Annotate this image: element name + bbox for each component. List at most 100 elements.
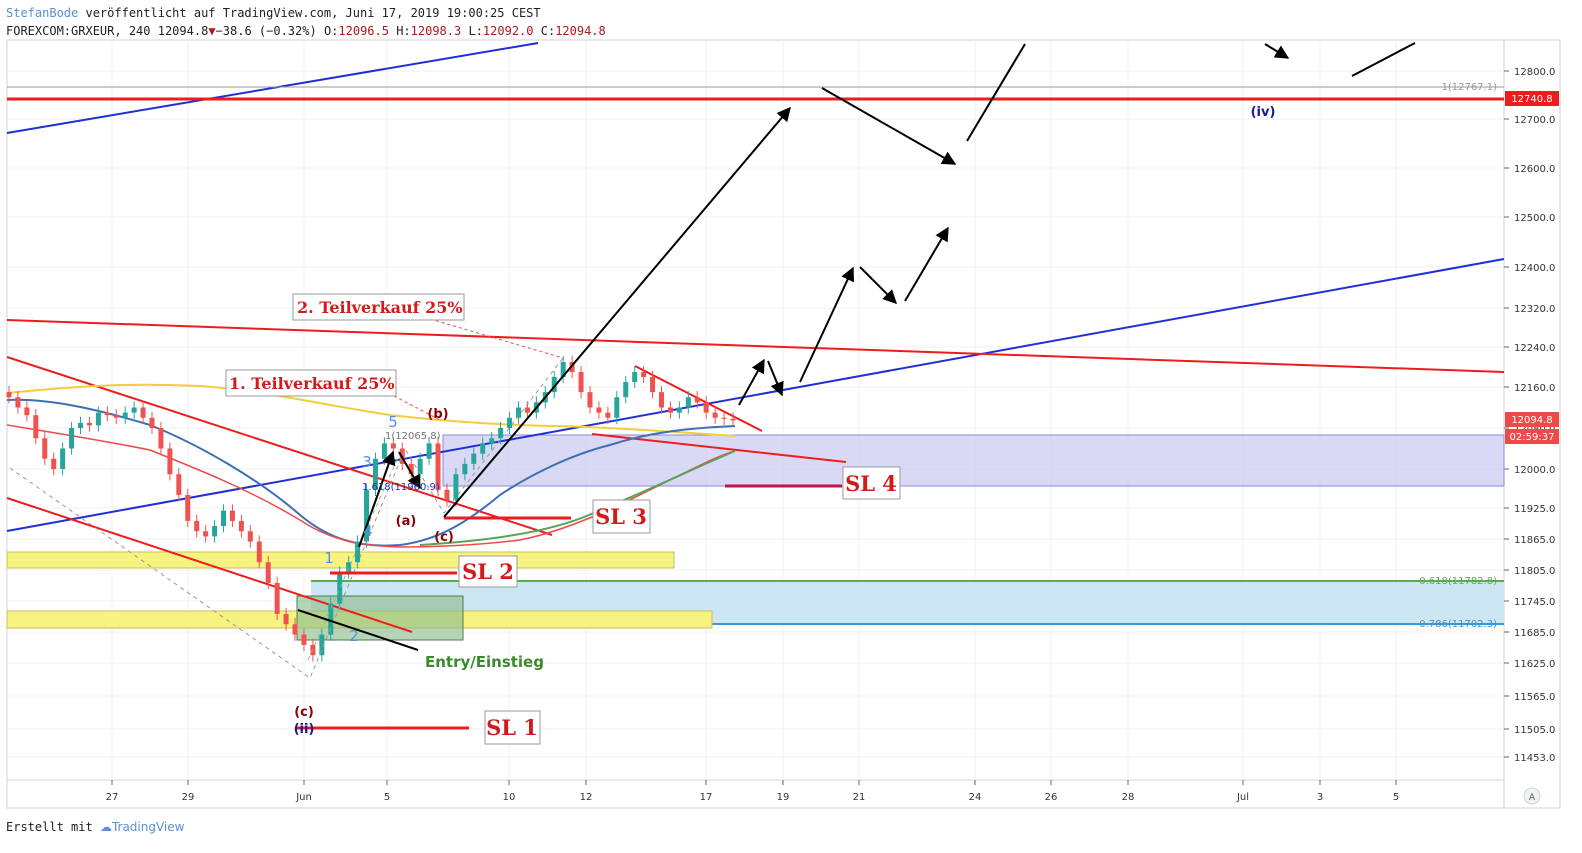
sell2-label: 2. Teilverkauf 25%: [297, 298, 463, 317]
candle-body: [51, 458, 57, 469]
candle-body: [694, 397, 700, 403]
sl3-box: [592, 499, 651, 534]
alt-arrow-up-1: [738, 358, 765, 406]
footer-brand[interactable]: TradingView: [111, 820, 185, 834]
sl2-box: [458, 555, 518, 588]
ma-red: [6, 424, 736, 548]
candle-body: [498, 428, 504, 439]
candle-body: [551, 377, 557, 393]
wave-4-label: 4: [363, 522, 373, 540]
candle-body: [95, 412, 101, 426]
candle-body: [364, 489, 370, 542]
time-axis[interactable]: [6, 779, 1505, 809]
candle-body: [480, 443, 486, 454]
x-tick-label: 17: [700, 792, 713, 803]
target-zone-purple: [442, 434, 1505, 487]
y-tick-label: 11505.0: [1514, 725, 1555, 736]
candle-body: [623, 382, 629, 398]
candle-body: [408, 463, 414, 475]
y-tick-label: 12400.0: [1514, 263, 1555, 274]
footer-created-with: Erstellt mit: [6, 820, 93, 834]
candle-body: [462, 463, 468, 475]
y-axis-ticks: 12800.0 12700.0 12600.0 12500.0 12400.0 12320…: [1504, 67, 1555, 764]
ma-yellow: [6, 383, 736, 437]
projection-arrow-small: [1264, 43, 1290, 59]
candle-body: [301, 634, 307, 645]
x-tick-label: 28: [1122, 792, 1135, 803]
candle-body: [381, 443, 387, 459]
wave-ii-label: (ii): [294, 722, 315, 737]
x-tick-label: 10: [503, 792, 516, 803]
candle-body: [712, 412, 718, 418]
x-axis-ticks: 27 29 Jun 5 10 12 17 19 21 24 26 28 Jul 3 5: [106, 780, 1399, 803]
x-tick-label: Jun: [295, 792, 312, 803]
candle-body: [283, 613, 289, 625]
wave-c-low-label: (c): [294, 705, 314, 720]
candle-body: [417, 458, 423, 475]
y-tick-label: 11453.0: [1514, 753, 1555, 764]
wave-b-label: (b): [427, 407, 448, 422]
y-tick-label: 12320.0: [1514, 304, 1555, 315]
sl3-label: SL 3: [595, 504, 647, 529]
entry-label: Entry/Einstieg: [425, 653, 544, 671]
candle-body: [515, 407, 521, 418]
open-value: 12096.5: [338, 24, 389, 38]
candle-body: [614, 397, 620, 418]
y-tick-label: 12240.0: [1514, 343, 1555, 354]
tradingview-logo-icon[interactable]: ☁: [99, 820, 112, 834]
y-tick-label: 11685.0: [1514, 628, 1555, 639]
candle-body: [104, 412, 110, 416]
plot-area[interactable]: [6, 39, 1505, 781]
y-tick-label: 11745.0: [1514, 597, 1555, 608]
candle-body: [78, 422, 84, 428]
candle-body: [42, 438, 48, 459]
candle-body: [274, 582, 280, 614]
candle-body: [113, 415, 119, 418]
candle-body: [721, 417, 727, 419]
auto-scale-button[interactable]: [1523, 787, 1541, 805]
red-trendline-upper: [6, 319, 1505, 373]
candle-body: [203, 531, 209, 537]
support-zone-yellow-1: [6, 551, 675, 569]
wave-a-label: (a): [396, 514, 417, 529]
x-tick-label: 19: [777, 792, 790, 803]
projection-arrows: [297, 42, 1416, 651]
chart-header-line-1: StefanBode veröffentlicht auf TradingVie…: [6, 6, 541, 20]
wave-arrow-up: [358, 450, 396, 548]
candle-body: [86, 422, 92, 426]
price-badge-text: 12094.8: [1511, 415, 1552, 426]
countdown-badge: [1505, 429, 1559, 444]
candle-body: [560, 362, 566, 377]
candle-body: [122, 412, 128, 418]
y-tick-label: 12800.0: [1514, 67, 1555, 78]
y-tick-label: 11805.0: [1514, 566, 1555, 577]
candle-body: [6, 392, 12, 398]
y-tick-label: 11565.0: [1514, 692, 1555, 703]
candle-body: [265, 562, 271, 583]
wave-arrow-down: [398, 451, 421, 490]
candle-body: [667, 407, 673, 413]
x-tick-label: 26: [1045, 792, 1058, 803]
candle-body: [507, 417, 513, 428]
sl4-box: [842, 466, 901, 500]
author-name[interactable]: StefanBode: [6, 6, 79, 20]
candle-body: [212, 526, 218, 537]
close-value: 12094.8: [555, 24, 606, 38]
y-tick-label: 12500.0: [1514, 213, 1555, 224]
candle-body: [641, 372, 647, 377]
candle-body: [489, 438, 495, 444]
fib-top-label: 1(12767.1): [1441, 82, 1497, 93]
sell1-box: [225, 369, 397, 397]
grid-lines: [7, 40, 1504, 780]
x-tick-label: 21: [853, 792, 866, 803]
down-arrow-icon: ▼: [208, 24, 216, 38]
sl2-label: SL 2: [462, 559, 514, 584]
y-tick-label: 12700.0: [1514, 115, 1555, 126]
footer: Erstellt mit ☁TradingView: [6, 820, 184, 834]
candle-body: [524, 407, 530, 413]
candle-body: [24, 407, 30, 416]
candle-body: [730, 418, 736, 421]
y-tick-label: 12000.0: [1514, 465, 1555, 476]
candle-body: [587, 392, 593, 408]
